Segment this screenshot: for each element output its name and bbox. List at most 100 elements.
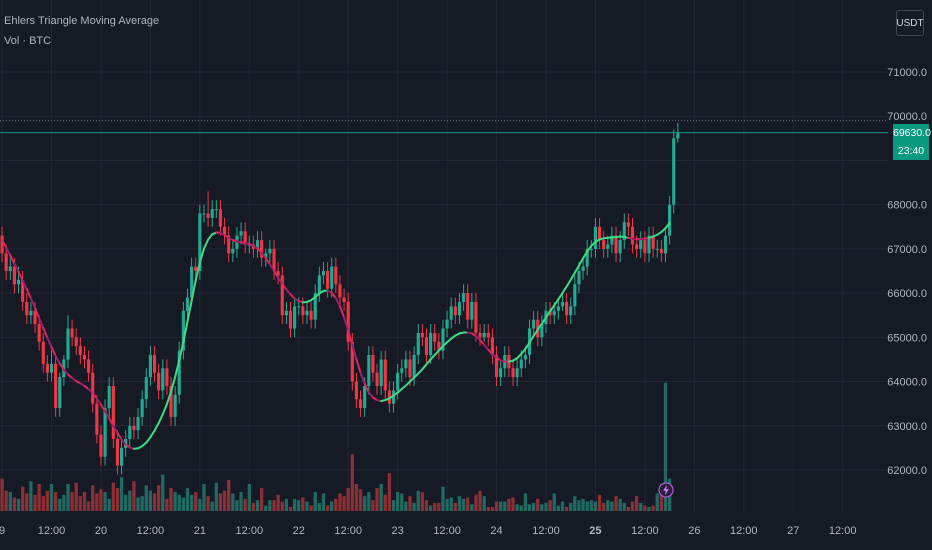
ma-segment xyxy=(273,270,280,279)
candle-body xyxy=(284,310,288,316)
volume-bar xyxy=(416,490,420,511)
volume-bar xyxy=(585,501,589,511)
ma-segment xyxy=(540,316,547,325)
ma-segment xyxy=(429,354,436,361)
ma-segment xyxy=(50,346,57,357)
time-tick-label: 12:00 xyxy=(730,525,758,537)
candle-body xyxy=(668,204,672,236)
volume-bar xyxy=(647,506,651,511)
candle-body xyxy=(173,394,177,417)
ma-segment xyxy=(157,413,164,425)
candle-body xyxy=(243,231,247,245)
candle-body xyxy=(375,372,379,386)
candle-body xyxy=(540,324,544,338)
volume-bar xyxy=(478,490,482,511)
ma-segment xyxy=(5,246,12,257)
currency-button[interactable]: USDT xyxy=(896,10,924,36)
candle-body xyxy=(511,368,515,378)
candle-body xyxy=(532,319,536,329)
candle-body xyxy=(338,284,342,298)
volume-bar xyxy=(544,502,548,511)
candle-body xyxy=(630,226,635,245)
candle-body xyxy=(515,368,519,378)
ma-segment xyxy=(182,320,189,343)
time-axis[interactable]: 9 12:00 20 12:00 21 12:00 22 12:00 23 12:00 24 12:0… xyxy=(0,525,856,537)
candle-body xyxy=(317,275,321,294)
candle-body xyxy=(663,235,668,254)
volume-bar xyxy=(363,496,367,511)
candle-body xyxy=(66,328,70,360)
volume-bar xyxy=(247,484,251,511)
candle-body xyxy=(597,226,602,241)
ma-segment xyxy=(207,233,214,241)
volume-bar xyxy=(536,498,540,511)
volume-bar xyxy=(66,484,70,511)
lightning-icon[interactable] xyxy=(658,482,674,498)
volume-bar xyxy=(29,481,33,511)
candle-body xyxy=(264,253,268,258)
volume-bar xyxy=(445,498,449,511)
volume-bar xyxy=(260,488,264,511)
ma-segment xyxy=(13,262,20,273)
volume-bar xyxy=(251,502,256,511)
volume-bar xyxy=(387,473,392,511)
candle-body xyxy=(371,355,375,373)
ma-segment xyxy=(532,328,539,338)
candle-body xyxy=(82,355,87,360)
ma-segment xyxy=(487,348,494,356)
volume-bar xyxy=(581,498,585,511)
candle-body xyxy=(387,390,391,404)
candle-body xyxy=(457,301,462,316)
volume-bar xyxy=(573,496,577,511)
volume-bar xyxy=(663,382,668,511)
volume-bar xyxy=(400,493,404,511)
volume-bar xyxy=(618,498,622,511)
volume-bar xyxy=(218,493,223,511)
candle-body xyxy=(400,368,404,373)
volume-bar xyxy=(189,494,194,511)
candle-body xyxy=(157,372,161,391)
candle-body xyxy=(573,284,577,307)
ma-segment xyxy=(190,279,197,302)
ma-segment xyxy=(367,391,374,399)
candle-body xyxy=(569,306,573,316)
time-tick-label: 26 xyxy=(688,525,700,537)
candle-body xyxy=(486,332,490,338)
indicator-legend-label[interactable]: Ehlers Triangle Moving Average xyxy=(4,15,160,27)
price-axis[interactable]: 62000.0 63000.0 64000.0 65000.0 66000.0 67000… xyxy=(887,67,927,477)
candle-body xyxy=(560,301,565,307)
volume-bar xyxy=(655,493,659,511)
volume-bar xyxy=(639,502,643,511)
candle-body xyxy=(260,240,264,258)
candle-body xyxy=(218,209,223,227)
volume-bar xyxy=(165,498,169,511)
volume-bar xyxy=(321,493,326,511)
volume-legend-label[interactable]: Vol · BTC xyxy=(4,35,52,47)
ma-segment xyxy=(161,403,168,416)
candle-body xyxy=(231,248,235,254)
candle-body xyxy=(651,235,655,249)
candle-body xyxy=(474,301,478,333)
candle-body xyxy=(470,301,474,320)
volume-bar xyxy=(74,482,78,511)
volume-bar xyxy=(255,500,260,511)
time-tick-label: 12:00 xyxy=(137,525,165,537)
candle-body xyxy=(396,372,400,391)
volume-bar xyxy=(115,488,120,511)
candle-body xyxy=(148,355,152,378)
volume-bar xyxy=(194,492,198,511)
candle-body xyxy=(313,293,317,320)
volume-bar xyxy=(111,482,115,511)
candle-body xyxy=(49,363,54,373)
bar-countdown-badge: 23:40 xyxy=(893,142,929,160)
volume-bar xyxy=(354,484,359,511)
volume-bar xyxy=(482,496,486,511)
volume-bar xyxy=(527,504,532,511)
volume-bar xyxy=(301,497,305,511)
candle-body xyxy=(676,132,680,139)
ma-segment xyxy=(99,403,107,413)
candle-body xyxy=(119,447,124,466)
volume-bar xyxy=(519,505,523,511)
